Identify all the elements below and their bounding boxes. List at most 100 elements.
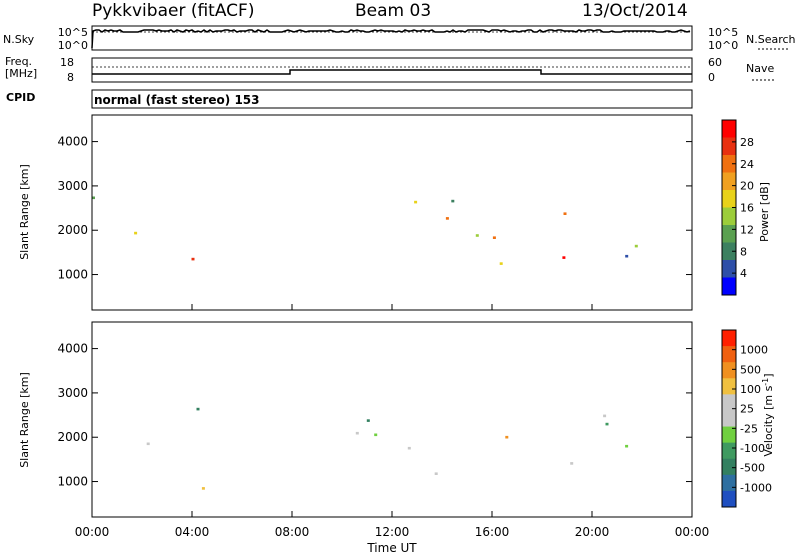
colorbar-tick-label: 1000 — [740, 344, 768, 357]
echo-cell — [445, 217, 449, 220]
nsearch-label: N.Search — [746, 33, 796, 46]
freq-left-tick-top: 18 — [60, 56, 74, 69]
colorbar-swatch — [722, 207, 736, 226]
time-tick-label: 00:00 — [675, 525, 710, 539]
power-panel-frame — [91, 114, 693, 311]
colorbar-swatch — [722, 394, 736, 411]
echo-cell — [407, 446, 411, 450]
colorbar-tick-label: -100 — [740, 442, 765, 455]
nsky-right-tick-top: 10^5 — [708, 26, 738, 39]
echo-cell — [475, 234, 479, 237]
echo-cell — [625, 254, 629, 258]
colorbar-frame — [721, 329, 737, 508]
power-colorbar-label: Power [dB] — [758, 182, 771, 242]
y-tick-label: 1000 — [57, 475, 88, 489]
beam-title: Beam 03 — [355, 1, 431, 21]
power-y-label: Slant Range [km] — [18, 164, 31, 260]
station-title: Pykkvibaer (fitACF) — [92, 1, 254, 21]
colorbar-tick-label: 20 — [740, 180, 754, 193]
echo-cell — [563, 212, 567, 215]
colorbar-swatch — [722, 155, 736, 173]
colorbar-tick-label: -1000 — [740, 481, 772, 494]
cpid-panel-frame — [91, 89, 693, 109]
velocity-colorbar-label-sup: -1 — [761, 378, 770, 386]
colorbar-swatch — [722, 172, 736, 191]
colorbar-swatch — [722, 137, 736, 156]
power-colorbar: 28 24 20 16 12 8 4 — [721, 119, 754, 296]
y-tick-label: 4000 — [57, 135, 88, 149]
echo-cell — [451, 199, 455, 203]
velocity-colorbar-label-main: Velocity [m s — [762, 385, 775, 456]
echo-cell — [374, 433, 378, 437]
time-tick-label: 00:00 — [75, 525, 110, 539]
nave-label: Nave — [746, 62, 774, 75]
colorbar-swatch — [722, 346, 736, 363]
colorbar-swatch — [722, 410, 736, 428]
velocity-colorbar-label: Velocity [m s-1] — [761, 373, 775, 456]
colorbar-tick-label: 12 — [740, 223, 754, 236]
nsky-left-tick-bottom: 10^0 — [58, 39, 88, 52]
nsky-right-tick-bottom: 10^0 — [708, 39, 738, 52]
echo-cell — [603, 414, 607, 418]
echo-cell — [434, 472, 438, 475]
echo-cell — [492, 236, 496, 239]
y-tick-label: 1000 — [57, 268, 88, 282]
echo-cell — [570, 462, 574, 465]
echo-cell — [92, 196, 95, 200]
freq-trace — [92, 69, 692, 75]
colorbar-tick-label: 8 — [740, 245, 747, 258]
colorbar-tick-label: 25 — [740, 403, 754, 416]
date-title: 13/Oct/2014 — [582, 1, 688, 21]
echo-cell — [605, 422, 609, 426]
colorbar-tick-label: 28 — [740, 136, 754, 149]
nsky-left-tick-top: 10^5 — [58, 26, 88, 39]
time-tick-label: 08:00 — [275, 525, 310, 539]
velocity-y-label: Slant Range [km] — [18, 372, 31, 468]
freq-label-line1: Freq. — [5, 55, 32, 68]
velocity-y-ticks: 4000 3000 2000 1000 — [57, 342, 692, 489]
velocity-heatmap — [146, 407, 629, 490]
time-tick-label: 04:00 — [175, 525, 210, 539]
colorbar-tick-label: 4 — [740, 267, 747, 280]
time-axis-label: Time UT — [366, 541, 417, 554]
freq-right-tick-top: 60 — [708, 56, 722, 69]
time-tick-label: 20:00 — [575, 525, 610, 539]
colorbar-swatch — [722, 426, 736, 444]
freq-panel-frame — [91, 57, 693, 83]
echo-cell — [146, 442, 150, 446]
echo-cell — [355, 431, 359, 435]
colorbar-tick-label: 24 — [740, 158, 754, 171]
colorbar-tick-label: -500 — [740, 462, 765, 475]
power-y-ticks: 4000 3000 2000 1000 — [57, 135, 692, 282]
echo-cell — [366, 419, 370, 422]
colorbar-swatch — [722, 458, 736, 476]
time-tick-label: 16:00 — [475, 525, 510, 539]
colorbar-swatch — [722, 378, 736, 395]
colorbar-tick-label: -25 — [740, 422, 758, 435]
y-tick-label: 2000 — [57, 223, 88, 237]
colorbar-tick-label: 100 — [740, 383, 761, 396]
freq-left-tick-bottom: 8 — [67, 71, 74, 84]
colorbar-swatch — [722, 260, 736, 278]
colorbar-tick-label: 16 — [740, 202, 754, 215]
y-tick-label: 4000 — [57, 342, 88, 356]
colorbar-tick-label: 500 — [740, 363, 761, 376]
colorbar-swatch — [722, 490, 736, 508]
echo-cell — [625, 444, 629, 448]
nsky-label: N.Sky — [3, 33, 35, 46]
echo-cell — [201, 487, 205, 490]
colorbar-swatch — [722, 277, 736, 296]
freq-right-tick-bottom: 0 — [708, 71, 715, 84]
colorbar-swatch — [722, 474, 736, 492]
echo-cell — [562, 256, 566, 259]
freq-label-line2: [MHz] — [5, 67, 37, 80]
colorbar-swatch — [722, 362, 736, 379]
velocity-panel-frame — [91, 321, 693, 518]
y-tick-label: 3000 — [57, 386, 88, 400]
colorbar-swatch — [722, 242, 736, 261]
nsky-panel-frame — [91, 25, 693, 51]
echo-cell — [134, 231, 138, 235]
y-tick-label: 2000 — [57, 430, 88, 444]
time-tick-label: 12:00 — [375, 525, 410, 539]
